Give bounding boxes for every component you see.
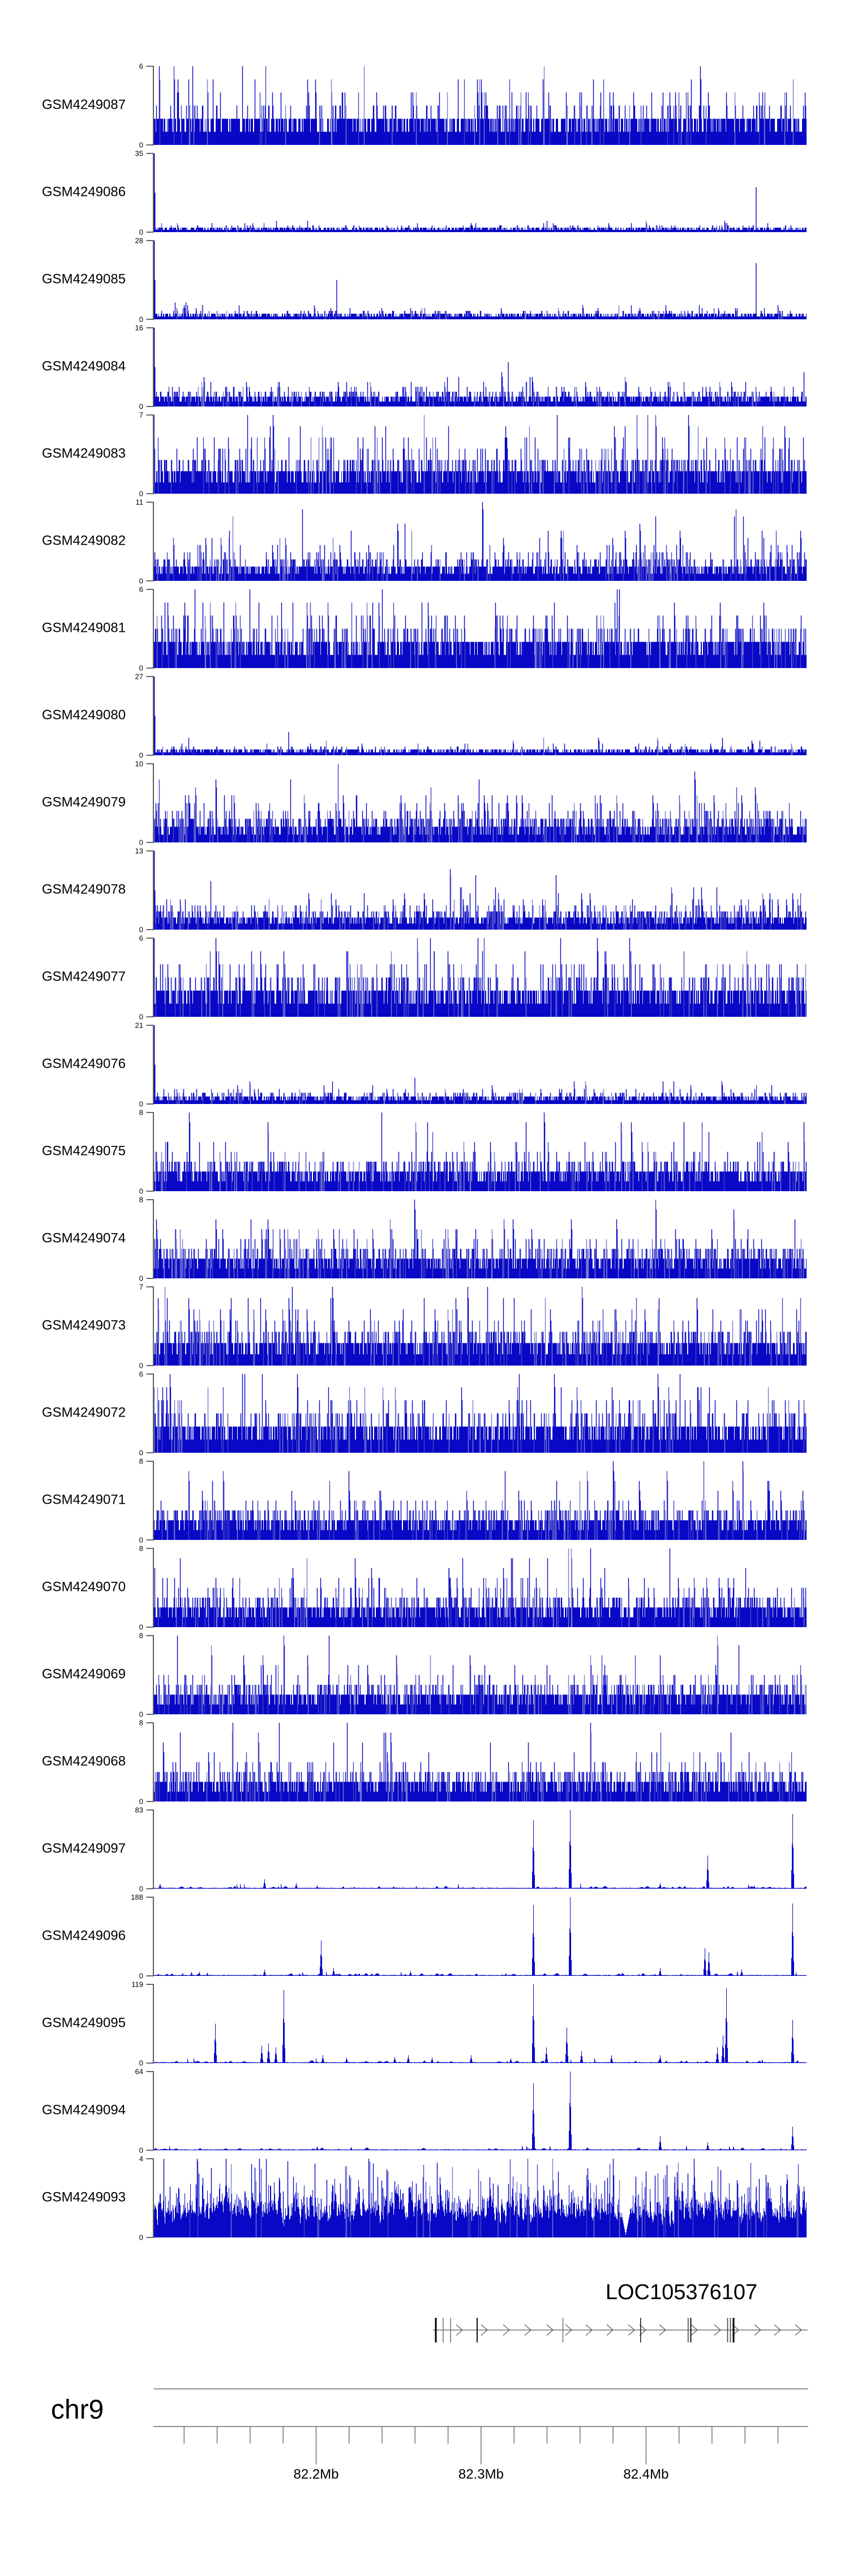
svg-text:13: 13 (135, 847, 143, 855)
svg-text:21: 21 (135, 1021, 143, 1030)
svg-text:0: 0 (139, 577, 143, 585)
svg-text:82.2Mb: 82.2Mb (293, 2467, 338, 2482)
svg-text:8: 8 (139, 1719, 143, 1727)
svg-text:8: 8 (139, 1109, 143, 1117)
svg-text:chr9: chr9 (51, 2395, 104, 2425)
svg-text:GSM4249068: GSM4249068 (42, 1754, 126, 1769)
svg-text:GSM4249072: GSM4249072 (42, 1405, 126, 1420)
svg-text:0: 0 (139, 664, 143, 673)
svg-text:0: 0 (139, 1885, 143, 1893)
svg-text:6: 6 (139, 934, 143, 943)
svg-text:GSM4249093: GSM4249093 (42, 2190, 126, 2205)
svg-text:0: 0 (139, 926, 143, 934)
svg-text:0: 0 (139, 1710, 143, 1719)
svg-text:GSM4249097: GSM4249097 (42, 1841, 126, 1856)
svg-text:0: 0 (139, 141, 143, 149)
svg-text:GSM4249084: GSM4249084 (42, 359, 126, 374)
svg-text:0: 0 (139, 315, 143, 324)
svg-text:4: 4 (139, 2155, 143, 2163)
svg-text:0: 0 (139, 2233, 143, 2242)
svg-text:7: 7 (139, 1283, 143, 1291)
svg-text:GSM4249081: GSM4249081 (42, 621, 126, 636)
svg-text:6: 6 (139, 585, 143, 594)
svg-text:10: 10 (135, 760, 143, 768)
svg-text:82.4Mb: 82.4Mb (623, 2467, 668, 2482)
svg-text:0: 0 (139, 228, 143, 237)
svg-text:GSM4249073: GSM4249073 (42, 1318, 126, 1333)
svg-text:0: 0 (139, 1274, 143, 1283)
svg-text:GSM4249082: GSM4249082 (42, 533, 126, 549)
svg-text:8: 8 (139, 1196, 143, 1204)
svg-text:GSM4249077: GSM4249077 (42, 969, 126, 985)
svg-text:0: 0 (139, 1972, 143, 1980)
svg-text:0: 0 (139, 1100, 143, 1109)
svg-text:GSM4249095: GSM4249095 (42, 2016, 126, 2031)
svg-text:GSM4249076: GSM4249076 (42, 1056, 126, 1072)
svg-text:GSM4249083: GSM4249083 (42, 446, 126, 461)
svg-text:6: 6 (139, 1370, 143, 1379)
svg-text:GSM4249070: GSM4249070 (42, 1580, 126, 1595)
svg-text:GSM4249087: GSM4249087 (42, 97, 126, 113)
svg-text:GSM4249085: GSM4249085 (42, 272, 126, 287)
svg-text:0: 0 (139, 838, 143, 847)
svg-text:0: 0 (139, 1187, 143, 1196)
svg-text:28: 28 (135, 237, 143, 245)
svg-text:188: 188 (131, 1893, 143, 1902)
svg-text:27: 27 (135, 673, 143, 681)
svg-text:GSM4249075: GSM4249075 (42, 1144, 126, 1159)
svg-text:0: 0 (139, 1536, 143, 1544)
svg-text:0: 0 (139, 1362, 143, 1370)
svg-text:64: 64 (135, 2068, 143, 2076)
svg-text:82.3Mb: 82.3Mb (458, 2467, 504, 2482)
svg-text:8: 8 (139, 1457, 143, 1466)
svg-text:GSM4249096: GSM4249096 (42, 1928, 126, 1944)
svg-text:0: 0 (139, 490, 143, 498)
svg-text:83: 83 (135, 1806, 143, 1815)
svg-text:16: 16 (135, 324, 143, 332)
svg-text:0: 0 (139, 1623, 143, 1632)
svg-text:GSM4249079: GSM4249079 (42, 795, 126, 810)
svg-text:0: 0 (139, 2059, 143, 2068)
svg-text:GSM4249078: GSM4249078 (42, 882, 126, 897)
svg-text:0: 0 (139, 751, 143, 760)
svg-text:8: 8 (139, 1544, 143, 1553)
svg-text:7: 7 (139, 411, 143, 420)
svg-text:GSM4249086: GSM4249086 (42, 185, 126, 200)
svg-text:GSM4249080: GSM4249080 (42, 708, 126, 723)
svg-text:0: 0 (139, 403, 143, 411)
svg-text:6: 6 (139, 62, 143, 71)
svg-text:0: 0 (139, 2146, 143, 2155)
svg-text:GSM4249074: GSM4249074 (42, 1231, 126, 1246)
svg-text:0: 0 (139, 1449, 143, 1457)
svg-text:0: 0 (139, 1013, 143, 1021)
svg-text:0: 0 (139, 1798, 143, 1806)
svg-text:8: 8 (139, 1632, 143, 1640)
svg-text:GSM4249071: GSM4249071 (42, 1492, 126, 1508)
svg-text:GSM4249069: GSM4249069 (42, 1667, 126, 1682)
svg-text:GSM4249094: GSM4249094 (42, 2103, 126, 2118)
svg-text:35: 35 (135, 149, 143, 158)
svg-text:LOC105376107: LOC105376107 (606, 2280, 757, 2304)
svg-text:11: 11 (136, 498, 144, 507)
svg-text:119: 119 (131, 1980, 143, 1989)
